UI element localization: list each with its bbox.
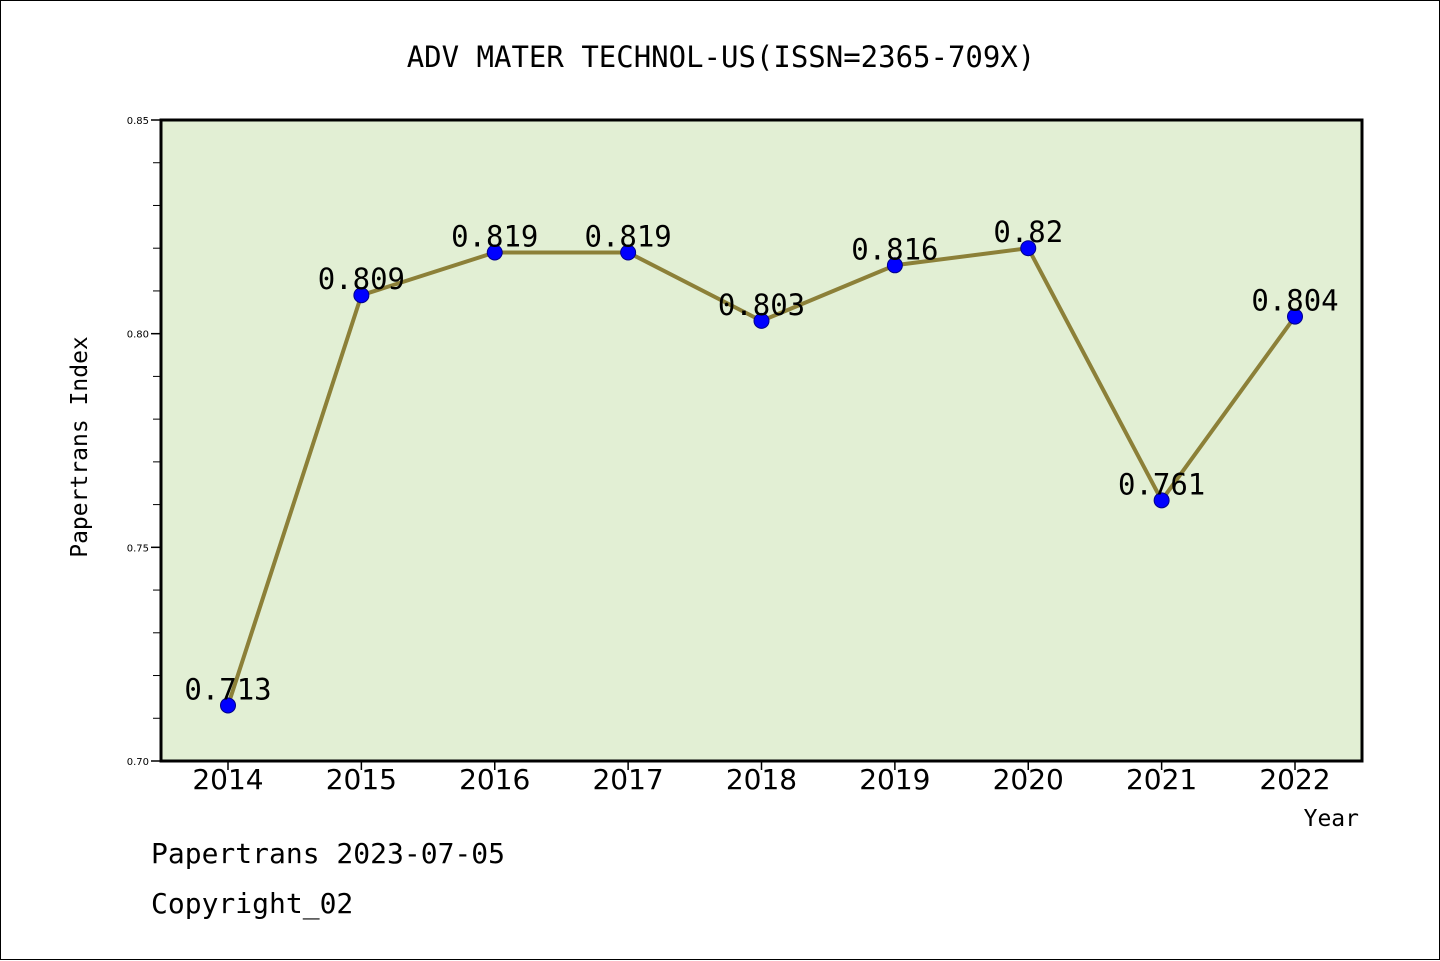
data-label-2015: 0.809 (318, 262, 405, 296)
y-tick-label: 0.75 (127, 543, 149, 554)
x-tick-label: 2016 (459, 763, 530, 796)
data-point-2015 (353, 287, 370, 304)
y-axis-title: Papertrans Index (67, 336, 93, 558)
data-point-2022 (1287, 308, 1303, 325)
x-tick-label: 2017 (592, 763, 663, 796)
footer-source-line: Papertrans 2023-07-05 (151, 837, 506, 870)
x-tick-label: 2014 (192, 763, 263, 796)
data-label-2019: 0.816 (851, 232, 938, 266)
x-tick-label: 2022 (1259, 763, 1330, 796)
x-tick-label: 2020 (993, 763, 1064, 796)
x-axis: 2014 2015 2016 2017 2018 2019 2020 2021 2022 (192, 761, 1331, 796)
x-tick-label: 2015 (326, 763, 397, 796)
x-tick-label: 2019 (859, 763, 930, 796)
data-point-2017 (620, 244, 637, 261)
data-labels: 0.713 0.809 0.819 0.819 0.803 0.816 0.82 0.761 0… (184, 215, 1338, 706)
data-point-2016 (486, 244, 503, 261)
y-tick-label: 0.85 (127, 116, 149, 127)
data-point-2021 (1153, 492, 1170, 509)
y-tick-label: 0.70 (127, 757, 149, 768)
data-point-2020 (1020, 240, 1037, 257)
y-axis: 0.70 0.75 0.80 0.85 (127, 116, 161, 768)
data-label-2016: 0.819 (451, 219, 538, 253)
x-tick-label: 2021 (1126, 763, 1197, 796)
x-tick-label: 2018 (726, 763, 797, 796)
data-label-2018: 0.803 (718, 288, 805, 322)
data-label-2020: 0.82 (993, 215, 1063, 249)
series-papertrans-index (220, 240, 1303, 714)
data-point-2014 (220, 697, 236, 714)
footer-copyright: Copyright_02 (151, 887, 354, 920)
plot-area (159, 118, 1364, 763)
data-label-2017: 0.819 (584, 219, 671, 253)
y-tick-label: 0.80 (127, 330, 149, 341)
data-label-2014: 0.713 (184, 672, 271, 706)
data-point-2018 (753, 312, 770, 329)
data-point-2019 (886, 257, 903, 274)
data-label-2022: 0.804 (1251, 284, 1338, 318)
data-label-2021: 0.761 (1118, 467, 1205, 501)
x-axis-title: Year (1304, 806, 1359, 832)
chart-title: ADV MATER TECHNOL-US(ISSN=2365-709X) (407, 40, 1036, 74)
